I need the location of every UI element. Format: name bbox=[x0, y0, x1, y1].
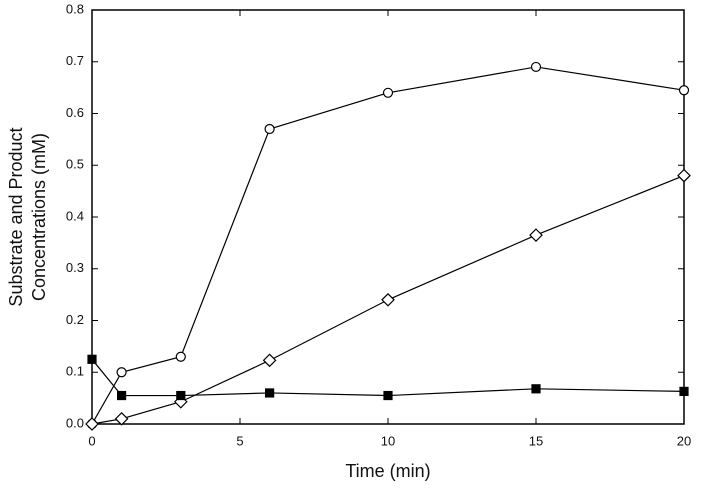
data-point bbox=[381, 292, 395, 307]
data-point bbox=[87, 354, 97, 364]
y-tick-label: 0.7 bbox=[66, 53, 84, 68]
data-point bbox=[382, 87, 394, 98]
y-tick-label: 0.4 bbox=[66, 208, 84, 223]
x-tick-label: 15 bbox=[529, 433, 543, 448]
y-tick-label: 0.8 bbox=[66, 1, 84, 16]
y-axis-label: Substrate and Product bbox=[6, 127, 26, 306]
data-point bbox=[116, 367, 127, 378]
data-point bbox=[530, 61, 542, 73]
y-tick-label: 0.6 bbox=[66, 105, 84, 120]
data-point bbox=[529, 228, 543, 242]
x-axis-label: Time (min) bbox=[345, 461, 430, 481]
data-point bbox=[531, 384, 541, 394]
y-tick-label: 0.1 bbox=[66, 364, 84, 379]
data-point bbox=[116, 390, 127, 401]
series-line bbox=[91, 66, 685, 425]
series-line bbox=[91, 358, 685, 397]
y-tick-label: 0.5 bbox=[66, 157, 84, 172]
x-tick-label: 0 bbox=[88, 433, 95, 448]
x-tick-label: 5 bbox=[236, 433, 243, 448]
data-point bbox=[265, 388, 275, 398]
data-point bbox=[678, 85, 690, 96]
data-point bbox=[114, 411, 129, 426]
data-point bbox=[677, 168, 691, 183]
data-point bbox=[85, 417, 99, 431]
x-tick-label: 10 bbox=[381, 433, 395, 448]
y-tick-label: 0.0 bbox=[66, 415, 84, 430]
y-tick-label: 0.2 bbox=[66, 312, 84, 327]
data-point bbox=[176, 390, 186, 401]
data-point bbox=[262, 353, 277, 368]
y-tick-label: 0.3 bbox=[66, 260, 84, 275]
data-point bbox=[264, 123, 275, 135]
data-point bbox=[679, 386, 689, 396]
data-point bbox=[175, 351, 186, 362]
x-tick-label: 20 bbox=[677, 433, 691, 448]
data-point bbox=[383, 390, 393, 401]
y-axis-label: Concentrations (mM) bbox=[29, 133, 49, 301]
plot-frame bbox=[91, 9, 685, 425]
